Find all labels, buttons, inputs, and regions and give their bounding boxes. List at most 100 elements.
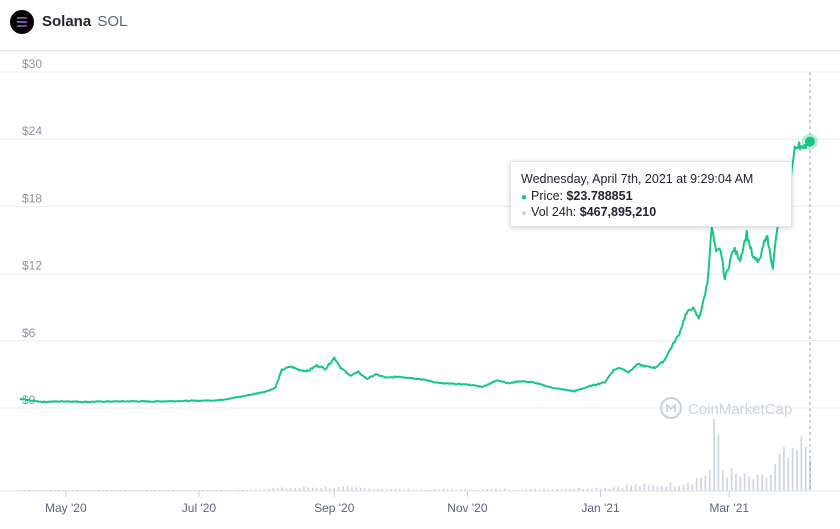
volume-bar [608, 488, 611, 491]
volume-bar [473, 489, 475, 491]
volume-bar [477, 489, 480, 491]
volume-bar [67, 489, 70, 491]
volume-bar [739, 476, 742, 491]
volume-bar [263, 489, 266, 491]
volume-bar [320, 488, 323, 491]
volume-bar [695, 478, 698, 491]
volume-bar [241, 489, 244, 491]
volume-bar [717, 434, 720, 491]
watermark: CoinMarketCap [659, 396, 792, 420]
volume-bar [774, 464, 777, 491]
volume-bar [276, 488, 279, 491]
volume-bar [237, 489, 240, 491]
volume-bar [58, 490, 61, 491]
volume-bar [180, 490, 183, 491]
volume-bar [468, 489, 471, 491]
x-tick-label: Jul '20 [182, 501, 217, 515]
volume-bar [429, 490, 432, 491]
volume-bar [355, 487, 358, 491]
watermark-text: CoinMarketCap [688, 401, 792, 418]
volume-bar [219, 490, 222, 491]
volume-bar [438, 489, 441, 491]
volume-bar [97, 490, 100, 491]
volume-bar [634, 484, 637, 491]
volume-bar [110, 490, 113, 491]
tooltip-volume-row: ● Vol 24h: $467,895,210 [521, 204, 781, 220]
volume-bar [446, 489, 449, 491]
volume-bar [796, 449, 798, 491]
volume-bar [294, 487, 296, 491]
volume-bar [89, 490, 91, 491]
volume-bar [198, 490, 200, 491]
volume-bar [617, 486, 619, 491]
volume-bar [329, 488, 331, 491]
y-tick-label: $24 [22, 124, 42, 138]
volume-bar [167, 490, 170, 491]
volume-bar [333, 488, 336, 491]
volume-bar [407, 488, 410, 491]
volume-bar [49, 489, 52, 491]
volume-bar [761, 474, 763, 491]
volume-bar [621, 488, 624, 491]
volume-bar [298, 487, 301, 491]
volume-bar [499, 489, 502, 491]
volume-bar [752, 479, 755, 491]
tooltip-price-label: Price: [531, 189, 563, 203]
volume-bar [525, 489, 528, 491]
price-chart-svg[interactable]: CoinMarketCap $0$6$12$18$24$30 May '20 Ju… [0, 51, 840, 524]
tooltip-price-row: ● Price: $23.788851 [521, 188, 781, 204]
volume-bar [359, 487, 362, 491]
y-tick-label: $30 [22, 57, 42, 71]
volume-bar [158, 490, 161, 491]
volume-bar [215, 489, 218, 491]
volume-bar [285, 488, 288, 491]
volume-bar [669, 482, 672, 491]
volume-bar [778, 454, 781, 491]
volume-bar [398, 488, 401, 491]
volume-bar [54, 490, 56, 491]
volume-bar [19, 490, 21, 491]
volume-bar [721, 470, 724, 491]
volume-bar [93, 490, 96, 491]
volume-bar [765, 477, 768, 491]
volume-bar [700, 477, 702, 491]
price-chart[interactable]: CoinMarketCap $0 $6 $12 $18 $24 $30 May '20 Ju… [0, 51, 840, 524]
coinmarketcap-logo-icon [659, 396, 683, 420]
volume-bar [756, 474, 759, 491]
volume-bar [538, 489, 541, 491]
volume-bar [686, 482, 689, 491]
volume-bar [643, 483, 646, 491]
volume-bar [420, 489, 423, 491]
y-tick-label: $12 [22, 259, 42, 273]
volume-bar [254, 489, 257, 491]
volume-bar [652, 485, 654, 491]
volume-bar [62, 490, 65, 491]
volume-bar [691, 484, 694, 491]
x-tick-label: Mar '21 [709, 501, 749, 515]
volume-bar [787, 457, 790, 491]
volume-bar [551, 489, 554, 491]
volume-bar [425, 489, 427, 491]
price-line [19, 138, 811, 404]
volume-bar [150, 490, 152, 491]
volume-bar [403, 489, 406, 491]
volume-bar [556, 488, 558, 491]
coin-symbol: SOL [97, 13, 128, 30]
volume-bar [595, 487, 598, 491]
volume-bar [586, 488, 589, 491]
volume-bar [128, 490, 131, 491]
volume-bar [656, 486, 659, 491]
coin-name: Solana [42, 13, 92, 30]
volume-bar [36, 490, 39, 491]
volume-bar [783, 446, 785, 491]
coin-title: Solana SOL [42, 13, 127, 30]
tooltip-volume-value: $467,895,210 [579, 205, 657, 219]
volume-bar [460, 489, 462, 491]
volume-bar [145, 490, 148, 491]
volume-bar [176, 490, 179, 491]
tooltip-date: Wednesday, April 7th, 2021 at 9:29:04 AM [521, 172, 754, 186]
volume-bar [412, 490, 414, 491]
volume-bullet-icon: ● [521, 208, 528, 219]
volume-bar [211, 490, 214, 491]
coin-header: Solana SOL [0, 0, 840, 51]
